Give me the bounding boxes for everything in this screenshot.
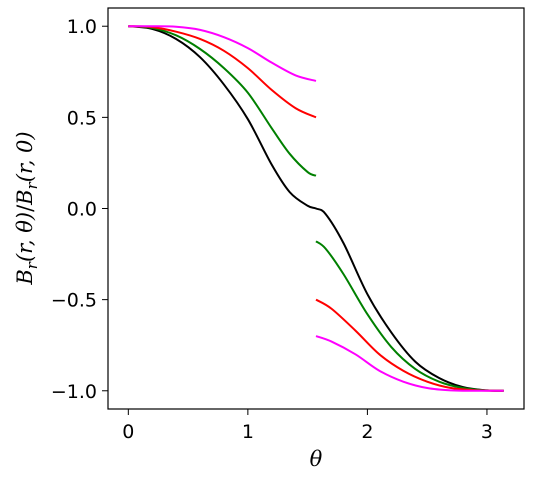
y-tick-label: 0.5 (67, 107, 97, 129)
y-tick-label: 1.0 (67, 16, 97, 38)
plot-area (128, 25, 504, 392)
series-line-3-segment-0 (128, 25, 317, 82)
y-axis-label: Br(r, θ)/Br(r, 0) (13, 131, 41, 285)
y-tick-label: −0.5 (51, 290, 97, 312)
y-tick-label: 0.0 (67, 199, 97, 221)
tick-group: 0 1 2 3 1.0 0.5 0.0 −0.5 −1.0 (51, 16, 493, 443)
x-tick-label: 0 (122, 421, 134, 443)
series-line-0-segment-0 (128, 25, 504, 392)
series-line-1-segment-0 (128, 25, 317, 177)
y-tick-label: −1.0 (51, 381, 97, 403)
x-axis-label: θ (310, 447, 323, 471)
x-tick-label: 1 (242, 421, 254, 443)
x-tick-label: 3 (481, 421, 493, 443)
series-line-2-segment-0 (128, 25, 317, 119)
series-line-2-segment-1 (315, 298, 504, 392)
series-line-3-segment-1 (315, 335, 504, 392)
x-tick-label: 2 (361, 421, 373, 443)
series-line-1-segment-1 (315, 240, 504, 392)
